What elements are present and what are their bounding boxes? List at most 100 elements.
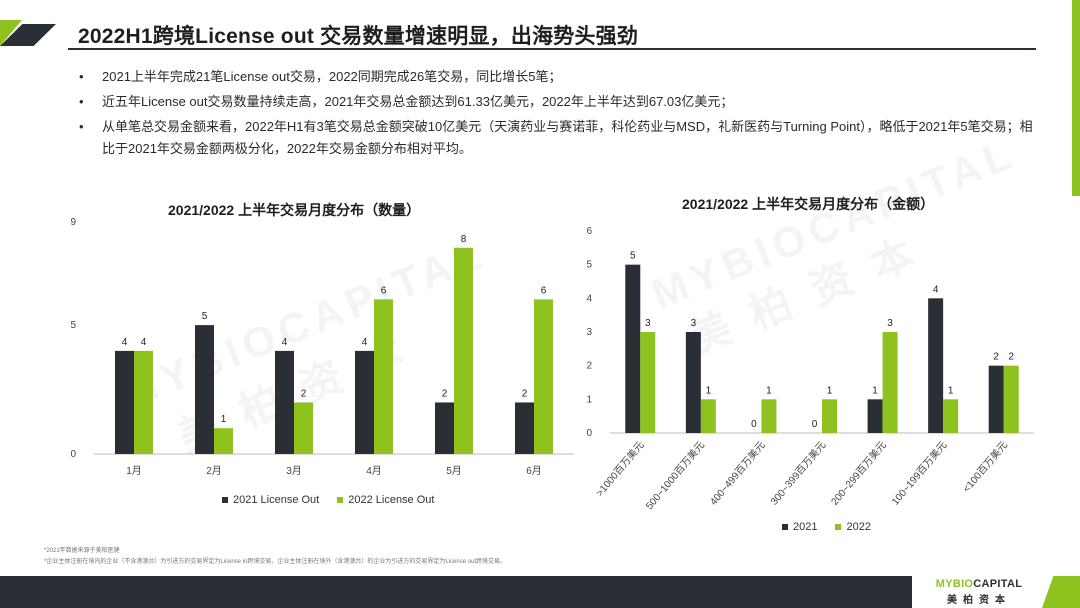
- footer-bar: [0, 576, 1080, 608]
- bar-series2: [640, 332, 656, 433]
- bar-series2: [374, 299, 393, 454]
- data-label: 1: [221, 414, 227, 425]
- x-tick-label: 100~199百万美元: [889, 439, 950, 508]
- bullet-item: 近五年License out交易数量持续走高，2021年交易总金额达到61.33…: [76, 91, 1040, 113]
- x-tick-label: 200~299百万美元: [828, 439, 889, 508]
- footer-dark-band: [0, 576, 912, 608]
- bar-series2: [700, 399, 716, 433]
- brand-en: MYBIOCAPITAL: [932, 578, 1026, 590]
- data-label: 1: [827, 385, 833, 396]
- brand-en-prefix: MYBIO: [935, 578, 974, 590]
- legend-item-2021: 2021 License Out: [222, 494, 319, 506]
- data-label: 6: [541, 285, 547, 296]
- y-tick-label: 0: [586, 428, 592, 439]
- legend-label: 2022: [846, 521, 871, 533]
- data-label: 3: [691, 318, 697, 329]
- brand-en-suffix: CAPITAL: [973, 578, 1023, 590]
- x-tick-label: 4月: [366, 465, 382, 477]
- data-label: 3: [887, 318, 893, 329]
- data-label: 1: [766, 385, 772, 396]
- bar-series2: [822, 399, 837, 433]
- data-label: 3: [645, 318, 651, 329]
- page-title: 2022H1跨境License out 交易数量增速明显，出海势头强劲: [78, 25, 639, 48]
- bullet-item: 2021上半年完成21笔License out交易，2022同期完成26笔交易，…: [76, 66, 1040, 88]
- data-label: 5: [202, 311, 208, 322]
- legend-swatch-green: [835, 524, 842, 530]
- chart2-legend: 2021 2022: [782, 521, 871, 533]
- data-label: 8: [461, 234, 467, 245]
- data-label: 2: [522, 388, 528, 399]
- data-label: 4: [933, 284, 939, 295]
- y-tick-label: 5: [586, 260, 592, 271]
- y-tick-label: 6: [586, 226, 592, 237]
- data-label: 2: [1008, 352, 1014, 363]
- y-tick-label: 1: [586, 394, 592, 405]
- bar-series2: [134, 350, 153, 454]
- x-tick-label: 400~499百万美元: [707, 439, 768, 508]
- legend-label: 2021 License Out: [233, 494, 320, 506]
- legend-swatch-dark: [222, 497, 228, 503]
- bar-series1: [195, 325, 214, 454]
- x-tick-label: >1000百万美元: [593, 439, 647, 500]
- legend-item-2022: 2022: [835, 521, 871, 533]
- legend-label: 2022 License Out: [348, 494, 435, 506]
- bar-series1: [275, 350, 294, 454]
- data-label: 4: [141, 337, 147, 348]
- bar-series1: [625, 264, 641, 433]
- chart1-svg: 0 5 9 4 4 1月 5 1 2月 4 2 3月 4 6 4月 2 8 5月 2 6 6月: [70, 217, 574, 477]
- bar-series1: [928, 298, 944, 433]
- chart1-title: 2021/2022 上半年交易月度分布（数量）: [168, 202, 421, 218]
- legend-swatch-dark: [782, 524, 788, 530]
- data-label: 5: [630, 251, 636, 262]
- bar-series2: [454, 247, 473, 454]
- chart1-legend: 2021 License Out 2022 License Out: [222, 494, 434, 506]
- legend-item-2022: 2022 License Out: [337, 494, 434, 506]
- legend-label: 2021: [793, 521, 818, 533]
- chart2-title: 2021/2022 上半年交易月度分布（金额）: [682, 196, 935, 212]
- footer-green-accent: [1042, 576, 1080, 608]
- data-label: 2: [993, 352, 999, 363]
- x-tick-label: 1月: [126, 465, 142, 477]
- y-tick-label: 3: [586, 327, 592, 338]
- bullet-item: 从单笔总交易金额来看，2022年H1有3笔交易总金额突破10亿美元（天演药业与赛…: [76, 116, 1040, 160]
- data-label: 2: [442, 388, 448, 399]
- bar-series2: [882, 332, 898, 433]
- footnote: *2021年数据来源于美柏医健: [44, 548, 120, 554]
- data-label: 6: [381, 285, 387, 296]
- x-tick-label: 2月: [206, 465, 222, 477]
- legend-swatch-green: [337, 497, 344, 503]
- x-tick-label: 3月: [286, 465, 302, 477]
- bar-series1: [988, 365, 1004, 433]
- bar-series2: [534, 299, 553, 454]
- footnote: *企业主体注册在境内的企业（不含港澳台）为引进方的交易界定为License in…: [44, 559, 507, 565]
- brand-cn: 美柏资本: [947, 595, 1011, 606]
- data-label: 2: [301, 388, 307, 399]
- y-tick-label: 4: [586, 293, 592, 304]
- legend-item-2021: 2021: [782, 521, 817, 533]
- bar-series1: [515, 402, 534, 454]
- data-label: 0: [751, 419, 757, 430]
- y-tick-label: 5: [70, 320, 76, 331]
- data-label: 4: [362, 337, 368, 348]
- bar-series1: [355, 350, 374, 454]
- bar-series1: [115, 350, 134, 454]
- bar-series2: [761, 399, 777, 433]
- bar-series1: [435, 402, 454, 454]
- y-tick-label: 0: [70, 449, 76, 460]
- x-tick-label: 5月: [446, 465, 462, 477]
- data-label: 1: [872, 385, 878, 396]
- bar-series2: [294, 402, 313, 454]
- bar-series1: [685, 332, 701, 433]
- x-tick-label: 500~1000百万美元: [643, 439, 707, 512]
- x-tick-label: <100百万美元: [960, 439, 1010, 495]
- bullet-list: 2021上半年完成21笔License out交易，2022同期完成26笔交易，…: [76, 66, 1040, 163]
- y-tick-label: 2: [586, 361, 592, 372]
- bar-series2: [1003, 365, 1019, 433]
- x-tick-label: 6月: [526, 465, 542, 477]
- data-label: 1: [948, 385, 954, 396]
- right-accent-bar: [1072, 0, 1080, 196]
- chart2-svg: 0 1 2 3 4 5 6 5 3 >1000百万美元 3 1 500~1000百万美元 0 1 400~49…: [586, 226, 1034, 512]
- brand-logo: MYBIOCAPITAL 美柏资本: [932, 578, 1026, 606]
- bar-series2: [214, 428, 233, 454]
- data-label: 4: [122, 337, 128, 348]
